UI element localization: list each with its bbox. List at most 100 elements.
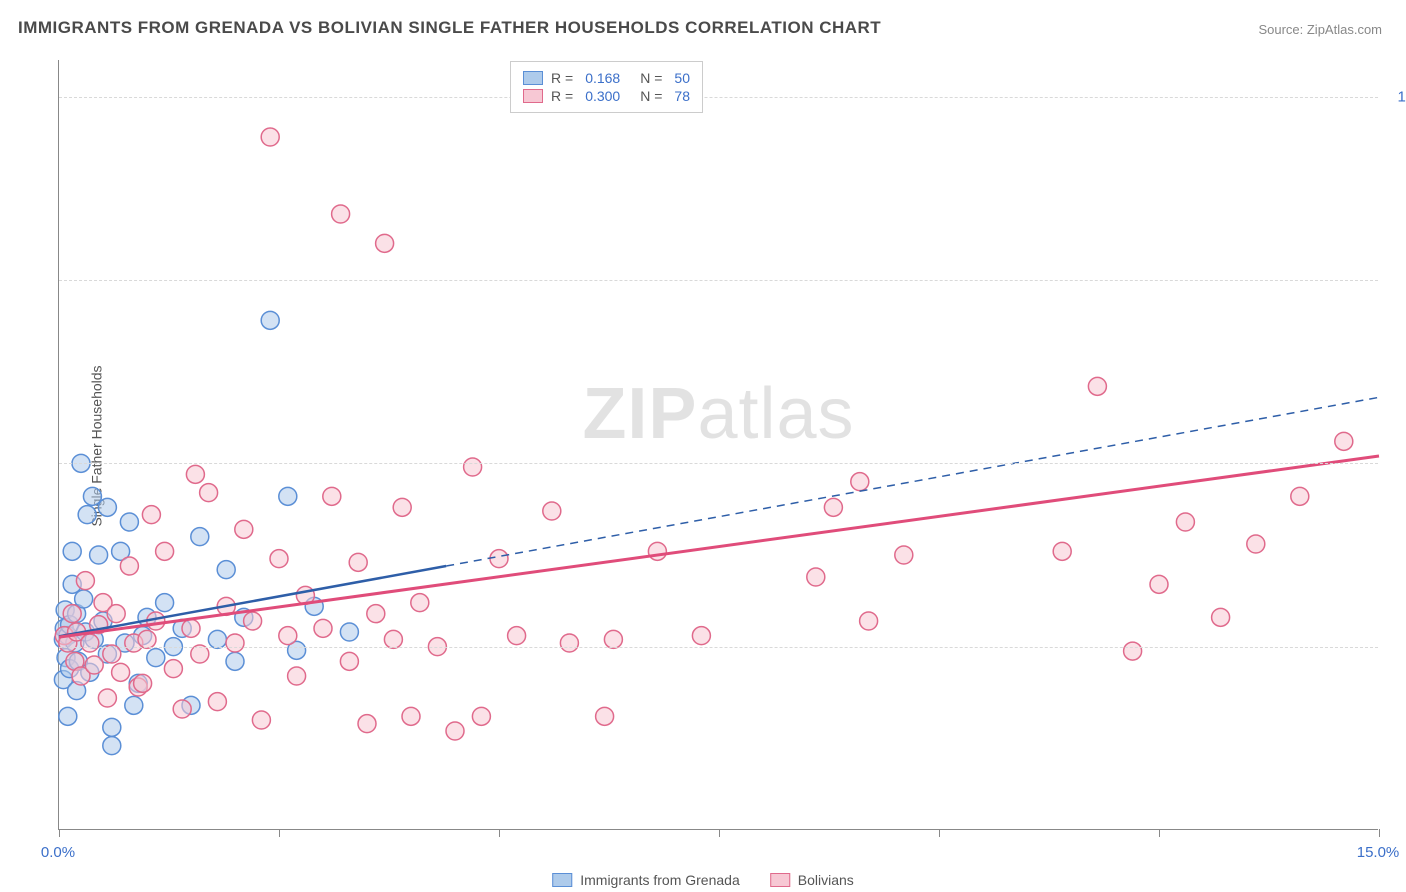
scatter-point-bolivians — [173, 700, 191, 718]
scatter-point-grenada — [261, 311, 279, 329]
scatter-point-bolivians — [384, 630, 402, 648]
scatter-point-bolivians — [1053, 542, 1071, 560]
scatter-point-bolivians — [244, 612, 262, 630]
legend-n-value-grenada: 50 — [674, 70, 690, 86]
regression-dash-grenada — [446, 397, 1379, 566]
scatter-point-grenada — [208, 630, 226, 648]
scatter-point-grenada — [120, 513, 138, 531]
scatter-point-bolivians — [692, 627, 710, 645]
scatter-point-bolivians — [1335, 432, 1353, 450]
legend-swatch-grenada — [523, 71, 543, 85]
scatter-point-bolivians — [1247, 535, 1265, 553]
scatter-point-bolivians — [1176, 513, 1194, 531]
scatter-point-bolivians — [1150, 575, 1168, 593]
chart-title: IMMIGRANTS FROM GRENADA VS BOLIVIAN SING… — [18, 18, 881, 38]
scatter-point-grenada — [59, 707, 77, 725]
x-tick — [279, 829, 280, 837]
scatter-point-bolivians — [824, 498, 842, 516]
scatter-point-grenada — [156, 594, 174, 612]
legend-row-bolivians: R =0.300N =78 — [523, 88, 690, 104]
x-tick-label-right: 15.0% — [1357, 844, 1400, 861]
scatter-point-bolivians — [186, 465, 204, 483]
scatter-point-bolivians — [446, 722, 464, 740]
scatter-point-grenada — [103, 737, 121, 755]
gridline — [59, 97, 1378, 98]
bottom-legend-swatch-grenada — [552, 873, 572, 887]
scatter-point-bolivians — [543, 502, 561, 520]
scatter-point-bolivians — [648, 542, 666, 560]
bottom-legend-item-grenada: Immigrants from Grenada — [552, 872, 740, 888]
scatter-point-grenada — [226, 652, 244, 670]
scatter-point-bolivians — [182, 619, 200, 637]
source-label: Source: ZipAtlas.com — [1258, 22, 1382, 37]
scatter-point-bolivians — [261, 128, 279, 146]
legend-r-value-bolivians: 0.300 — [585, 88, 620, 104]
scatter-point-bolivians — [349, 553, 367, 571]
scatter-point-grenada — [147, 649, 165, 667]
scatter-point-bolivians — [596, 707, 614, 725]
y-tick-label: 7.5% — [1384, 272, 1406, 289]
scatter-point-bolivians — [81, 634, 99, 652]
scatter-point-bolivians — [367, 605, 385, 623]
scatter-point-bolivians — [103, 645, 121, 663]
scatter-point-grenada — [217, 561, 235, 579]
legend-swatch-bolivians — [523, 89, 543, 103]
scatter-point-bolivians — [332, 205, 350, 223]
legend-n-label: N = — [640, 88, 662, 104]
scatter-point-bolivians — [142, 506, 160, 524]
scatter-point-bolivians — [323, 487, 341, 505]
x-tick — [499, 829, 500, 837]
x-tick — [1379, 829, 1380, 837]
scatter-svg — [59, 60, 1378, 829]
scatter-point-bolivians — [107, 605, 125, 623]
gridline — [59, 463, 1378, 464]
scatter-point-bolivians — [472, 707, 490, 725]
scatter-point-grenada — [98, 498, 116, 516]
x-tick — [939, 829, 940, 837]
scatter-point-grenada — [75, 590, 93, 608]
scatter-point-bolivians — [63, 605, 81, 623]
legend-n-label: N = — [640, 70, 662, 86]
x-tick — [719, 829, 720, 837]
scatter-point-bolivians — [164, 660, 182, 678]
scatter-point-bolivians — [1124, 642, 1142, 660]
legend-r-label: R = — [551, 70, 573, 86]
scatter-point-bolivians — [490, 550, 508, 568]
scatter-point-bolivians — [76, 572, 94, 590]
legend-r-label: R = — [551, 88, 573, 104]
x-tick — [1159, 829, 1160, 837]
bottom-legend-item-bolivians: Bolivians — [770, 872, 854, 888]
scatter-point-bolivians — [1212, 608, 1230, 626]
scatter-point-bolivians — [120, 557, 138, 575]
scatter-point-bolivians — [98, 689, 116, 707]
scatter-point-grenada — [340, 623, 358, 641]
legend-row-grenada: R =0.168N =50 — [523, 70, 690, 86]
scatter-point-bolivians — [235, 520, 253, 538]
scatter-point-bolivians — [314, 619, 332, 637]
scatter-point-grenada — [63, 542, 81, 560]
scatter-point-bolivians — [252, 711, 270, 729]
scatter-point-bolivians — [134, 674, 152, 692]
plot-area: ZIPatlas 2.5%5.0%7.5%10.0% — [58, 60, 1378, 830]
scatter-point-bolivians — [508, 627, 526, 645]
scatter-point-bolivians — [270, 550, 288, 568]
scatter-point-bolivians — [560, 634, 578, 652]
y-tick-label: 10.0% — [1384, 88, 1406, 105]
scatter-point-bolivians — [279, 627, 297, 645]
gridline — [59, 280, 1378, 281]
scatter-point-grenada — [125, 696, 143, 714]
scatter-point-bolivians — [1088, 377, 1106, 395]
scatter-point-grenada — [279, 487, 297, 505]
scatter-point-grenada — [83, 487, 101, 505]
gridline — [59, 647, 1378, 648]
scatter-point-bolivians — [191, 645, 209, 663]
scatter-point-grenada — [90, 546, 108, 564]
scatter-point-bolivians — [807, 568, 825, 586]
scatter-point-bolivians — [358, 715, 376, 733]
scatter-point-bolivians — [1291, 487, 1309, 505]
legend-box: R =0.168N =50R =0.300N =78 — [510, 61, 703, 113]
regression-line-bolivians — [59, 456, 1379, 637]
bottom-legend-swatch-bolivians — [770, 873, 790, 887]
scatter-point-bolivians — [851, 473, 869, 491]
bottom-legend-label-grenada: Immigrants from Grenada — [580, 872, 740, 888]
